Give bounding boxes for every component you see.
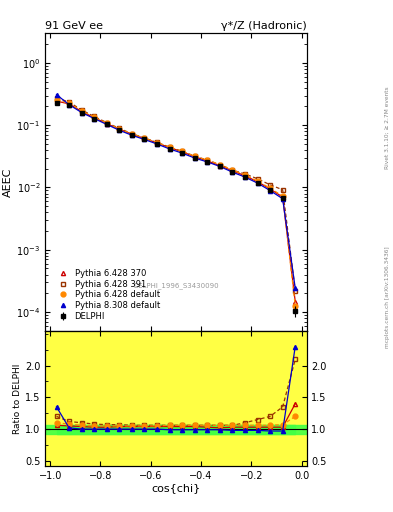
Pythia 8.308 default <box>155 141 160 147</box>
Pythia 6.428 default <box>293 303 298 309</box>
Pythia 6.428 default <box>117 126 122 132</box>
Pythia 6.428 391 <box>192 153 197 159</box>
Pythia 6.428 370 <box>67 101 72 107</box>
Pythia 6.428 391 <box>180 148 184 154</box>
Pythia 6.428 370 <box>280 194 285 200</box>
Pythia 6.428 391 <box>268 182 272 188</box>
Pythia 8.308 default <box>230 169 235 175</box>
Pythia 6.428 default <box>105 120 109 126</box>
Line: Pythia 8.308 default: Pythia 8.308 default <box>54 93 298 290</box>
Pythia 8.308 default <box>268 187 272 194</box>
Pythia 6.428 default <box>217 161 222 167</box>
Pythia 6.428 391 <box>67 99 72 105</box>
Pythia 6.428 default <box>92 114 97 120</box>
Pythia 8.308 default <box>242 174 247 180</box>
Pythia 6.428 391 <box>255 176 260 182</box>
Pythia 6.428 370 <box>117 126 122 132</box>
Bar <box>45 424 307 434</box>
Pythia 6.428 370 <box>217 162 222 168</box>
Pythia 6.428 370 <box>92 115 97 121</box>
Line: Pythia 6.428 391: Pythia 6.428 391 <box>54 96 298 293</box>
X-axis label: cos{chi}: cos{chi} <box>151 483 200 494</box>
Pythia 6.428 default <box>280 193 285 199</box>
Pythia 6.428 370 <box>142 135 147 141</box>
Pythia 6.428 391 <box>105 119 109 125</box>
Pythia 6.428 370 <box>293 298 298 305</box>
Pythia 6.428 391 <box>155 139 160 145</box>
Pythia 6.428 default <box>205 157 209 163</box>
Pythia 6.428 370 <box>205 158 209 164</box>
Pythia 8.308 default <box>280 196 285 202</box>
Legend: Pythia 6.428 370, Pythia 6.428 391, Pythia 6.428 default, Pythia 8.308 default, : Pythia 6.428 370, Pythia 6.428 391, Pyth… <box>55 269 160 321</box>
Pythia 8.308 default <box>255 180 260 186</box>
Line: Pythia 6.428 default: Pythia 6.428 default <box>54 98 298 308</box>
Pythia 6.428 391 <box>293 288 298 294</box>
Pythia 8.308 default <box>293 285 298 291</box>
Pythia 6.428 default <box>79 108 84 114</box>
Text: 91 GeV ee: 91 GeV ee <box>45 21 103 31</box>
Pythia 6.428 370 <box>79 109 84 115</box>
Pythia 6.428 default <box>142 135 147 141</box>
Line: Pythia 6.428 370: Pythia 6.428 370 <box>54 99 298 304</box>
Pythia 6.428 default <box>268 185 272 191</box>
Pythia 8.308 default <box>205 159 209 165</box>
Pythia 6.428 370 <box>130 131 134 137</box>
Pythia 6.428 370 <box>180 148 184 155</box>
Pythia 6.428 default <box>242 172 247 178</box>
Pythia 8.308 default <box>117 127 122 133</box>
Pythia 6.428 370 <box>155 140 160 146</box>
Y-axis label: Ratio to DELPHI: Ratio to DELPHI <box>13 363 22 434</box>
Pythia 6.428 370 <box>54 98 59 104</box>
Pythia 6.428 391 <box>117 125 122 132</box>
Pythia 6.428 default <box>67 100 72 106</box>
Pythia 8.308 default <box>130 132 134 138</box>
Pythia 6.428 391 <box>142 135 147 141</box>
Pythia 6.428 default <box>180 148 184 154</box>
Pythia 6.428 391 <box>280 187 285 193</box>
Pythia 6.428 391 <box>205 157 209 163</box>
Pythia 6.428 391 <box>79 107 84 113</box>
Pythia 6.428 391 <box>217 161 222 167</box>
Pythia 6.428 370 <box>105 120 109 126</box>
Pythia 6.428 370 <box>230 168 235 174</box>
Pythia 8.308 default <box>167 146 172 152</box>
Pythia 6.428 default <box>192 153 197 159</box>
Pythia 8.308 default <box>54 92 59 98</box>
Pythia 8.308 default <box>79 110 84 116</box>
Pythia 6.428 391 <box>92 113 97 119</box>
Pythia 6.428 default <box>155 140 160 146</box>
Pythia 6.428 391 <box>230 167 235 173</box>
Text: γ*/Z (Hadronic): γ*/Z (Hadronic) <box>221 21 307 31</box>
Pythia 8.308 default <box>192 155 197 161</box>
Pythia 6.428 370 <box>268 186 272 192</box>
Pythia 6.428 370 <box>167 144 172 151</box>
Pythia 6.428 default <box>255 178 260 184</box>
Pythia 6.428 391 <box>130 131 134 137</box>
Pythia 6.428 default <box>54 97 59 103</box>
Text: Rivet 3.1.10; ≥ 2.7M events: Rivet 3.1.10; ≥ 2.7M events <box>385 87 390 169</box>
Pythia 6.428 370 <box>255 179 260 185</box>
Pythia 6.428 391 <box>242 171 247 177</box>
Pythia 6.428 391 <box>54 95 59 101</box>
Pythia 8.308 default <box>142 136 147 142</box>
Pythia 8.308 default <box>105 121 109 127</box>
Pythia 6.428 default <box>167 144 172 150</box>
Pythia 6.428 370 <box>242 173 247 179</box>
Pythia 6.428 370 <box>192 154 197 160</box>
Text: DELPHI_1996_S3430090: DELPHI_1996_S3430090 <box>133 283 219 289</box>
Pythia 8.308 default <box>67 101 72 108</box>
Pythia 8.308 default <box>92 116 97 122</box>
Pythia 8.308 default <box>217 163 222 169</box>
Y-axis label: AEEC: AEEC <box>4 167 13 197</box>
Pythia 6.428 391 <box>167 144 172 150</box>
Pythia 8.308 default <box>180 150 184 156</box>
Pythia 6.428 default <box>230 167 235 173</box>
Pythia 6.428 default <box>130 131 134 137</box>
Text: mcplots.cern.ch [arXiv:1306.3436]: mcplots.cern.ch [arXiv:1306.3436] <box>385 246 390 348</box>
